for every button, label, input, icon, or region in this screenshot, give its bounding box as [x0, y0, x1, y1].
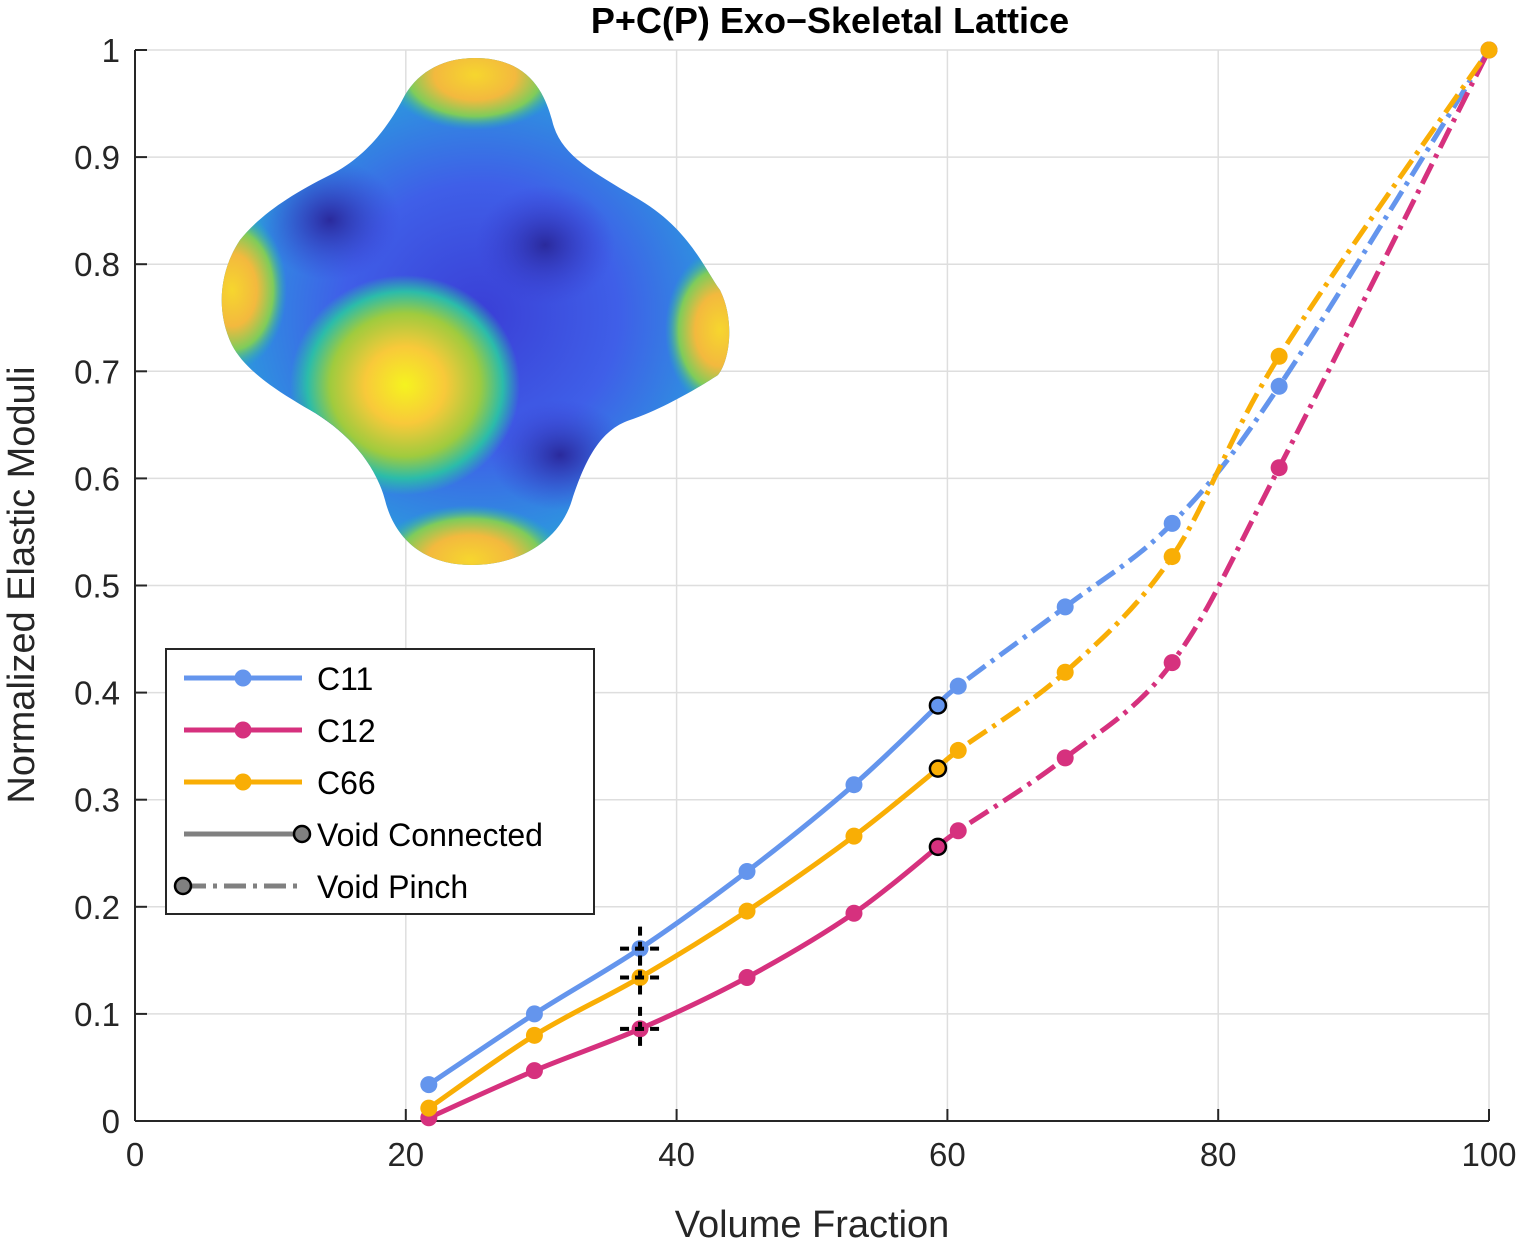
- y-axis-label: Normalized Elastic Moduli: [1, 366, 43, 803]
- series-layer: [420, 41, 1498, 1127]
- legend-marker: [292, 824, 312, 844]
- x-tick-label: 40: [658, 1136, 695, 1173]
- legend-label: Void Connected: [317, 817, 543, 853]
- data-point-c66: [738, 902, 756, 920]
- data-point-c66: [1270, 347, 1288, 365]
- series-c12: [420, 41, 1498, 1127]
- series-line-c12-connected: [427, 844, 940, 1121]
- transition-point-c12: [928, 837, 948, 857]
- data-point-c11: [1270, 377, 1288, 395]
- y-tick-label: 0.1: [74, 996, 120, 1033]
- legend-label: C12: [317, 713, 376, 749]
- data-point-c12: [1056, 749, 1074, 767]
- data-point-c66: [525, 1026, 543, 1044]
- data-point-c66: [1163, 548, 1181, 566]
- data-point-c11: [738, 862, 756, 880]
- data-point-c66: [949, 741, 967, 759]
- legend-item-c12: C12: [184, 713, 376, 749]
- data-point-c12: [525, 1062, 543, 1080]
- series-line-c66-pinch: [936, 48, 1492, 771]
- data-point-c11: [949, 677, 967, 695]
- data-point-c11: [1163, 514, 1181, 532]
- data-point-c11: [1056, 598, 1074, 616]
- data-point-c11: [420, 1076, 438, 1094]
- data-point-c66: [845, 827, 863, 845]
- y-tick-label: 1: [102, 32, 120, 69]
- legend: C11 C12 C66 Void Connected Void Pinch: [165, 648, 595, 915]
- axis-ticks: 0 20 40 60 80 100 0 0.1 0.2 0.3 0.4 0.5 0.6 0.7 0.8 0.9…: [74, 32, 1516, 1173]
- y-tick-label: 0.2: [74, 889, 120, 926]
- data-point-c66: [420, 1099, 438, 1117]
- chart-title: P+C(P) Exo−Skeletal Lattice: [591, 0, 1069, 41]
- data-point-c11: [845, 776, 863, 794]
- x-tick-label: 60: [929, 1136, 966, 1173]
- legend-label: C11: [317, 661, 373, 697]
- legend-marker: [173, 876, 193, 896]
- legend-marker: [234, 773, 252, 791]
- legend-item-void-pinch: Void Pinch: [173, 869, 468, 905]
- data-point-c12: [1163, 654, 1181, 672]
- series-line-c11-pinch: [936, 48, 1492, 708]
- legend-item-c11: C11: [184, 661, 373, 697]
- data-point-c12: [738, 968, 756, 986]
- data-point-c12: [949, 822, 967, 840]
- legend-label: Void Pinch: [317, 869, 468, 905]
- y-tick-label: 0.4: [74, 675, 120, 712]
- x-tick-label: 80: [1200, 1136, 1237, 1173]
- legend-marker: [234, 669, 252, 687]
- y-tick-label: 0: [102, 1103, 120, 1140]
- legend-item-c66: C66: [184, 765, 376, 801]
- data-point-c11: [525, 1005, 543, 1023]
- data-point-c12: [845, 904, 863, 922]
- inset-elastic-surface-image: [221, 58, 730, 565]
- y-tick-label: 0.3: [74, 782, 120, 819]
- transition-point-c11: [928, 696, 948, 715]
- x-tick-label: 0: [126, 1136, 144, 1173]
- data-point-c12: [1270, 459, 1288, 477]
- y-tick-label: 0.6: [74, 460, 120, 497]
- legend-label: C66: [317, 765, 376, 801]
- data-point-c66: [1480, 41, 1498, 59]
- x-tick-label: 100: [1461, 1136, 1516, 1173]
- y-tick-label: 0.7: [74, 353, 120, 390]
- data-point-c66: [1056, 663, 1074, 681]
- y-tick-label: 0.8: [74, 246, 120, 283]
- y-tick-label: 0.5: [74, 568, 120, 605]
- y-tick-label: 0.9: [74, 139, 120, 176]
- legend-item-void-connected: Void Connected: [184, 817, 543, 853]
- x-tick-label: 20: [387, 1136, 424, 1173]
- x-axis-label: Volume Fraction: [675, 1204, 950, 1244]
- series-c66: [420, 41, 1498, 1117]
- legend-marker: [234, 721, 252, 739]
- transition-point-c66: [928, 759, 948, 778]
